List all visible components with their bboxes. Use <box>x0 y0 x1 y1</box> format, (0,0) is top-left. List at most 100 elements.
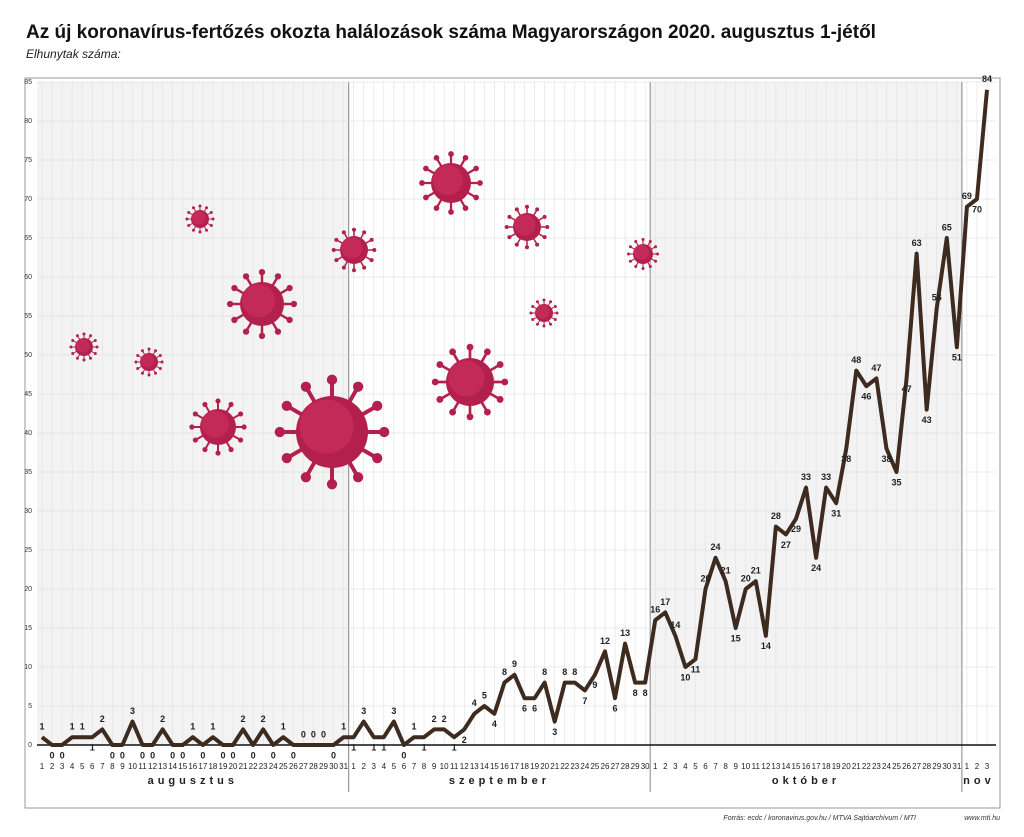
data-label: 13 <box>620 628 630 638</box>
x-tick-label: 3 <box>985 762 990 771</box>
virus-knob <box>369 258 374 263</box>
x-tick-label: 28 <box>309 762 318 771</box>
x-tick-label: 8 <box>723 762 728 771</box>
data-label: 56 <box>932 293 942 303</box>
x-tick-label: 19 <box>832 762 841 771</box>
x-tick-label: 5 <box>392 762 397 771</box>
data-label: 4 <box>472 698 477 708</box>
x-tick-label: 2 <box>50 762 55 771</box>
data-label: 9 <box>592 680 597 690</box>
data-label: 9 <box>512 659 517 669</box>
virus-knob <box>433 155 440 161</box>
data-label: 0 <box>311 729 316 739</box>
virus-knob <box>215 450 221 456</box>
virus-knob <box>215 398 221 404</box>
virus-icon <box>226 268 298 340</box>
x-tick-label: 15 <box>490 762 499 771</box>
virus-knob <box>352 381 364 392</box>
x-tick-label: 4 <box>683 762 688 771</box>
virus-knob <box>205 228 209 232</box>
x-tick-label: 29 <box>319 762 328 771</box>
data-label: 10 <box>680 672 690 682</box>
data-label: 8 <box>633 688 638 698</box>
virus-shade <box>191 210 206 225</box>
x-tick-label: 3 <box>673 762 678 771</box>
data-label: 0 <box>50 750 55 760</box>
data-label: 0 <box>200 750 205 760</box>
virus-knob <box>529 311 533 315</box>
x-tick-label: 16 <box>500 762 509 771</box>
virus-knob <box>504 225 509 229</box>
virus-icon <box>189 398 247 456</box>
y-tick-label: 10 <box>24 664 32 671</box>
virus-knob <box>192 411 198 417</box>
data-label: 47 <box>902 384 912 394</box>
y-tick-label: 5 <box>28 703 32 710</box>
virus-knob <box>192 437 198 443</box>
x-tick-label: 21 <box>239 762 248 771</box>
virus-knob <box>654 245 658 249</box>
x-tick-label: 8 <box>110 762 115 771</box>
data-label: 38 <box>841 454 851 464</box>
x-tick-label: 22 <box>862 762 871 771</box>
x-tick-label: 30 <box>641 762 650 771</box>
data-label: 0 <box>251 750 256 760</box>
data-label: 1 <box>210 722 215 732</box>
virus-knob <box>202 401 208 407</box>
virus-knob <box>436 361 444 369</box>
virus-knob <box>331 248 336 252</box>
x-tick-label: 31 <box>339 762 348 771</box>
virus-knob <box>542 324 546 328</box>
x-tick-label: 27 <box>611 762 620 771</box>
x-tick-label: 13 <box>470 762 479 771</box>
data-label: 14 <box>761 641 771 651</box>
source: Forrás: ecdc / koronavirus.gov.hu / MTVA… <box>723 815 916 822</box>
y-tick-label: 25 <box>24 547 32 554</box>
x-tick-label: 6 <box>703 762 708 771</box>
x-tick-label: 16 <box>802 762 811 771</box>
data-label: 2 <box>100 714 105 724</box>
virus-knob <box>198 230 202 234</box>
x-tick-label: 1 <box>351 762 356 771</box>
virus-knob <box>462 155 469 161</box>
virus-knob <box>147 347 151 351</box>
virus-knob <box>372 400 383 412</box>
virus-icon <box>529 298 559 328</box>
virus-knob <box>136 367 140 371</box>
virus-knob <box>160 360 164 364</box>
virus-knob <box>242 328 250 335</box>
virus-knob <box>82 332 86 336</box>
x-tick-label: 25 <box>279 762 288 771</box>
x-tick-label: 24 <box>580 762 589 771</box>
x-tick-label: 29 <box>631 762 640 771</box>
x-tick-label: 20 <box>540 762 549 771</box>
data-label: 0 <box>110 750 115 760</box>
x-tick-label: 5 <box>80 762 85 771</box>
data-label: 11 <box>691 665 701 675</box>
virus-knob <box>545 225 550 229</box>
month-label: augusztus <box>148 775 238 787</box>
virus-icon <box>69 332 99 362</box>
data-label: 1 <box>190 722 195 732</box>
data-label: 38 <box>881 454 891 464</box>
data-label: 8 <box>542 667 547 677</box>
data-label: 47 <box>871 363 881 373</box>
x-tick-label: 25 <box>892 762 901 771</box>
virus-knob <box>93 338 97 342</box>
data-label: 1 <box>452 743 457 753</box>
virus-icon <box>134 347 164 377</box>
x-tick-label: 7 <box>713 762 718 771</box>
virus-knob <box>483 408 491 416</box>
x-tick-label: 7 <box>412 762 417 771</box>
data-label: 0 <box>401 750 406 760</box>
virus-knob <box>228 401 234 407</box>
virus-knob <box>238 411 244 417</box>
data-label: 14 <box>670 620 680 630</box>
x-tick-label: 22 <box>249 762 258 771</box>
virus-knob <box>431 378 439 386</box>
y-axis-title: Elhunytak száma: <box>26 47 121 61</box>
x-tick-label: 23 <box>259 762 268 771</box>
virus-knob <box>372 248 377 252</box>
virus-icon <box>504 204 550 250</box>
virus-knob <box>514 207 519 212</box>
